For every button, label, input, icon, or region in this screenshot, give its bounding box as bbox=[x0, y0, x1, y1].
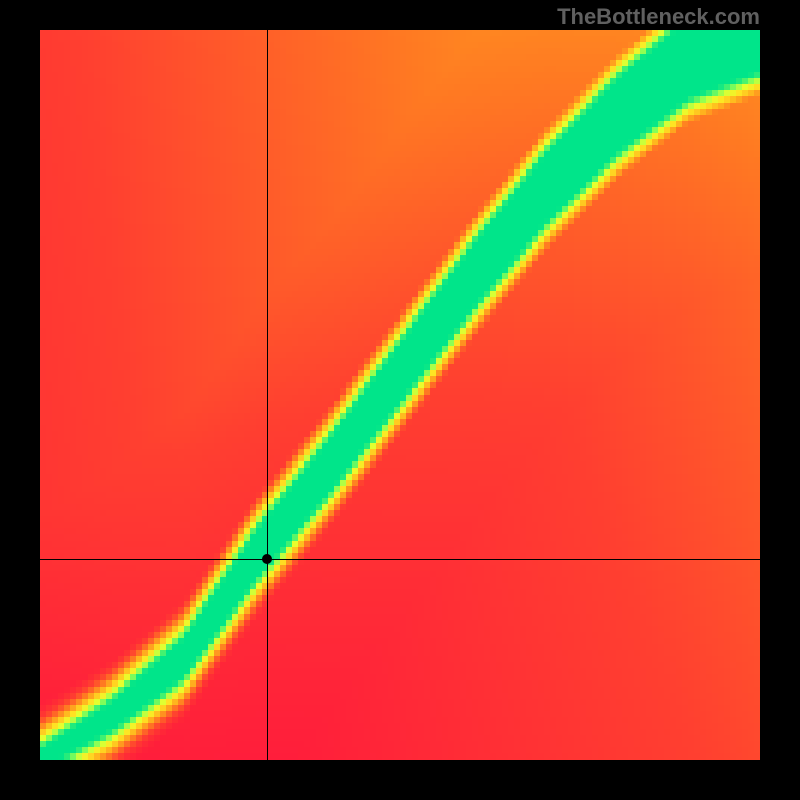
crosshair-vertical bbox=[267, 30, 268, 760]
bottleneck-heatmap bbox=[40, 30, 760, 760]
plot-area bbox=[40, 30, 760, 760]
watermark-text: TheBottleneck.com bbox=[557, 4, 760, 30]
crosshair-marker-dot bbox=[262, 554, 272, 564]
chart-container: { "watermark": { "text": "TheBottleneck.… bbox=[0, 0, 800, 800]
crosshair-horizontal bbox=[40, 559, 760, 560]
